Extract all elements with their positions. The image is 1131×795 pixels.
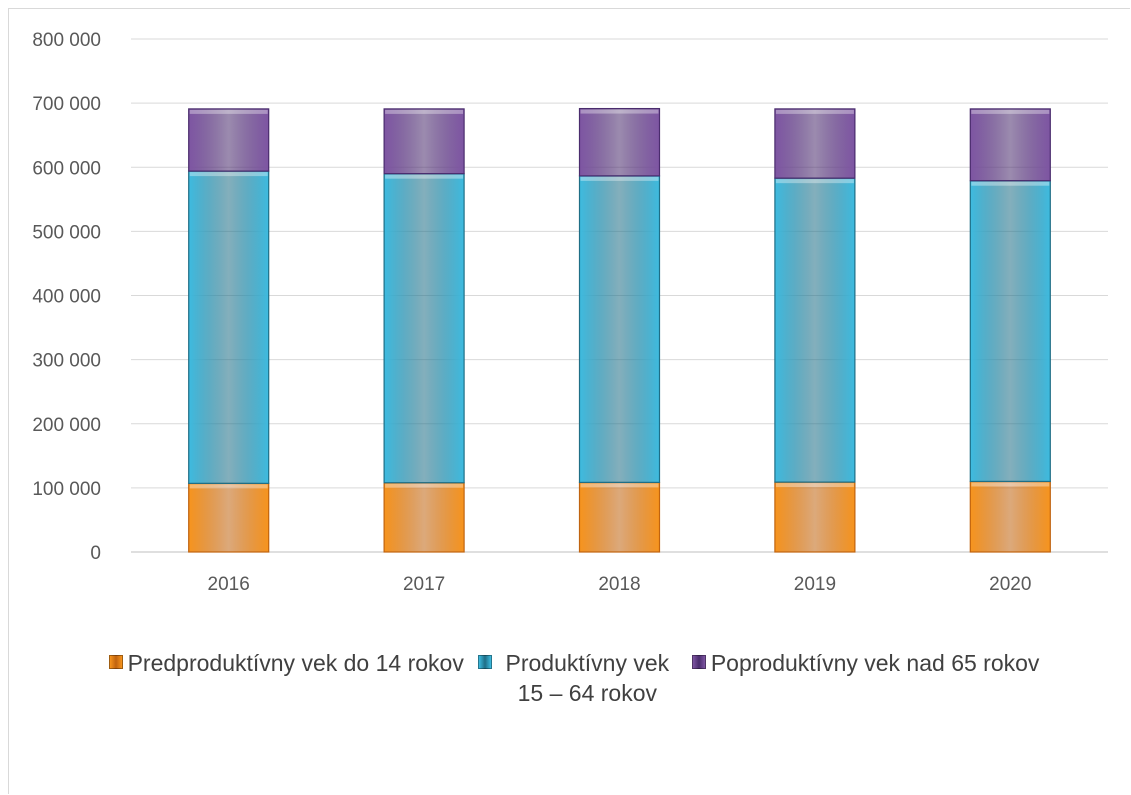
y-tick-label: 0 bbox=[90, 543, 101, 564]
chart-plot: 0 100 000 200 000 300 000 400 000 500 000 600 … bbox=[32, 30, 1108, 595]
bar-bevel bbox=[385, 109, 464, 114]
legend-swatch-orange bbox=[108, 655, 123, 669]
legend-label: Produktívny vek 15 – 64 rokov bbox=[505, 650, 670, 706]
bar-segment-2018-s1 bbox=[578, 175, 661, 484]
bar-segment-2020-s0 bbox=[969, 480, 1051, 553]
y-tick-label: 300 000 bbox=[32, 351, 101, 372]
bar-segment-2020-s2 bbox=[969, 108, 1051, 182]
bar-bevel bbox=[189, 484, 268, 489]
bar-segment-2016-s2 bbox=[188, 108, 270, 172]
bar-segment-2016-s1 bbox=[188, 170, 270, 484]
bar-bevel bbox=[580, 176, 659, 181]
bar-segment-2017-s2 bbox=[383, 108, 465, 175]
bar-bevel bbox=[971, 482, 1050, 487]
x-tick-label: 2016 bbox=[208, 574, 250, 595]
legend-label: Predproduktívny vek do 14 rokov bbox=[127, 650, 464, 676]
y-tick-label: 100 000 bbox=[32, 479, 101, 500]
bar-bevel bbox=[580, 109, 659, 114]
bar-bevel bbox=[580, 483, 659, 488]
bar-segment-2019-s1 bbox=[774, 177, 856, 483]
legend-swatch-blue bbox=[477, 655, 492, 669]
x-tick-label: 2017 bbox=[403, 574, 445, 595]
x-tick-label: 2019 bbox=[794, 574, 836, 595]
bar-bevel bbox=[971, 109, 1050, 114]
bar-bevel bbox=[775, 179, 854, 184]
legend-item-poproduktivny: Poproduktívny vek nad 65 rokov bbox=[691, 648, 1040, 678]
bar-segment-2019-s2 bbox=[774, 108, 856, 179]
y-tick-label: 500 000 bbox=[32, 222, 101, 243]
y-tick-label: 200 000 bbox=[32, 415, 101, 436]
bar-bevel bbox=[385, 174, 464, 179]
bar-bevel bbox=[385, 483, 464, 488]
bar-segment-2016-s0 bbox=[188, 482, 270, 553]
x-tick-label: 2020 bbox=[989, 574, 1031, 595]
bar-bevel bbox=[971, 181, 1050, 186]
bar-bevel bbox=[775, 109, 854, 114]
bar-segment-2019-s0 bbox=[774, 481, 856, 553]
y-tick-label: 700 000 bbox=[32, 94, 101, 115]
bar-segment-2018-s0 bbox=[578, 481, 661, 553]
bar-segment-2020-s1 bbox=[969, 180, 1051, 483]
bar-segment-2017-s1 bbox=[383, 173, 465, 484]
legend-swatch-purple bbox=[691, 655, 706, 669]
y-tick-label: 400 000 bbox=[32, 287, 101, 308]
bar-bevel bbox=[189, 172, 268, 177]
legend-label: Poproduktívny vek nad 65 rokov bbox=[710, 650, 1040, 676]
x-tick-label: 2018 bbox=[598, 574, 640, 595]
bar-bevel bbox=[189, 109, 268, 114]
bar-segment-2017-s0 bbox=[383, 482, 465, 553]
chart-area: 0 100 000 200 000 300 000 400 000 500 000 600 … bbox=[8, 8, 1130, 794]
legend-item-predproduktivny: Predproduktívny vek do 14 rokov bbox=[108, 648, 464, 678]
bar-bevel bbox=[775, 483, 854, 488]
chart-legend: Predproduktívny vek do 14 rokov Produktí… bbox=[20, 648, 1128, 708]
legend-item-produktivny: Produktívny vek 15 – 64 rokov bbox=[477, 648, 678, 708]
y-tick-label: 600 000 bbox=[32, 158, 101, 179]
bar-segment-2018-s2 bbox=[578, 107, 661, 177]
y-tick-label: 800 000 bbox=[32, 30, 101, 51]
